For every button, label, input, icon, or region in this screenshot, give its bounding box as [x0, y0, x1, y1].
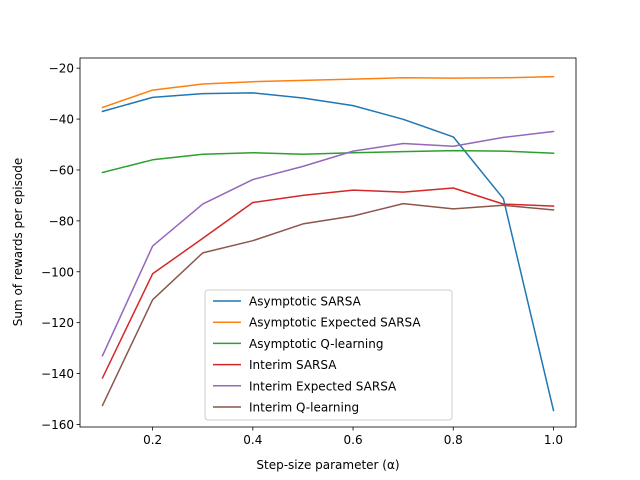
legend-label: Asymptotic Expected SARSA — [249, 316, 421, 330]
y-tick-label: −160 — [41, 418, 74, 432]
x-axis-ticks: 0.2 0.4 0.6 0.8 1.0 — [143, 427, 563, 447]
legend-label: Asymptotic SARSA — [249, 295, 362, 309]
y-tick-label: −80 — [49, 214, 74, 228]
series-line — [101, 149, 555, 174]
series-line — [101, 187, 555, 379]
y-tick-label: −60 — [49, 163, 74, 177]
plot-lines — [101, 75, 555, 412]
series-line — [101, 130, 555, 357]
y-tick-label: −140 — [41, 367, 74, 381]
series-line — [101, 92, 555, 412]
legend-label: Interim Expected SARSA — [249, 379, 397, 393]
legend: Asymptotic SARSA Asymptotic Expected SARS… — [204, 289, 453, 421]
y-tick-label: −40 — [49, 113, 74, 127]
y-axis-label: Sum of rewards per episode — [11, 158, 25, 326]
legend-label: Asymptotic Q-learning — [249, 337, 383, 351]
legend-label: Interim SARSA — [249, 358, 337, 372]
x-axis-label: Step-size parameter (α) — [256, 458, 399, 472]
axes-frame — [79, 57, 577, 428]
x-tick-label: 0.8 — [444, 433, 463, 447]
series-line — [101, 202, 555, 407]
y-tick-label: −120 — [41, 316, 74, 330]
x-tick-label: 0.4 — [243, 433, 262, 447]
x-tick-label: 0.6 — [344, 433, 363, 447]
y-tick-label: −100 — [41, 265, 74, 279]
y-tick-label: −20 — [49, 62, 74, 76]
y-axis-ticks: −160 −140 −120 −100 −80 −60 −40 −20 — [41, 62, 80, 432]
series-line — [101, 75, 555, 109]
legend-label: Interim Q-learning — [249, 401, 359, 415]
x-tick-label: 1.0 — [544, 433, 563, 447]
legend-box — [204, 289, 453, 421]
x-tick-label: 0.2 — [143, 433, 162, 447]
